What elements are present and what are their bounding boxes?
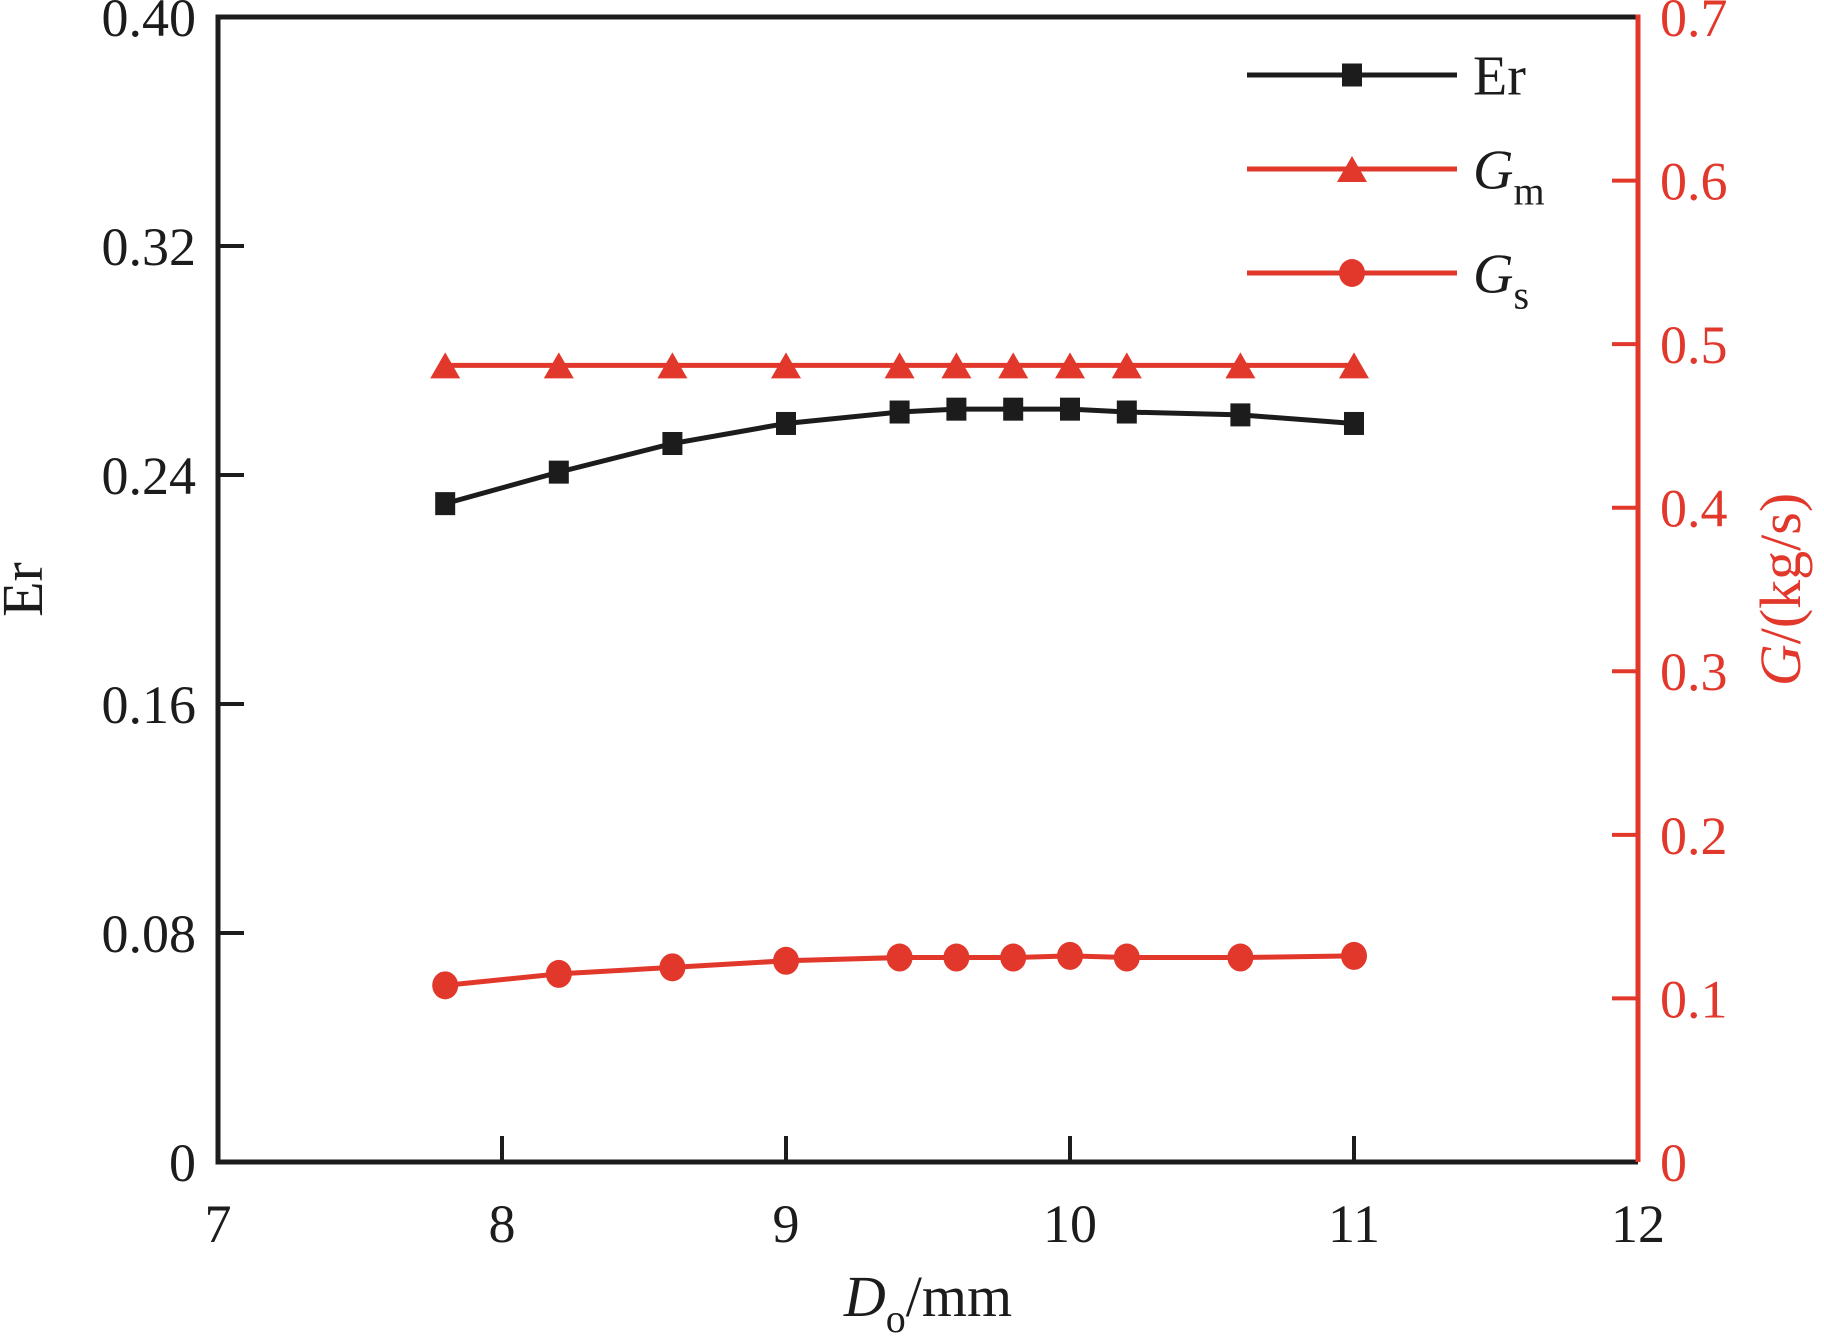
series-Er-marker-square: [946, 397, 967, 421]
series-Er-marker-square: [889, 400, 910, 424]
series-Er-marker-square: [435, 492, 456, 516]
legend-label-Gm: Gm: [1473, 140, 1545, 214]
left-axis-tick-label: 0.24: [102, 446, 197, 506]
x-axis-tick-label: 10: [1043, 1194, 1097, 1254]
legend-label-Er: Er: [1473, 46, 1526, 108]
series-Gm-marker-triangle: [1055, 352, 1085, 379]
right-axis-tick-label: 0: [1660, 1133, 1687, 1193]
legend-entry-Er: Er: [1247, 46, 1526, 108]
left-axis-tick-label: 0.40: [102, 0, 197, 48]
left-axis-tick-label: 0: [169, 1133, 196, 1193]
legend-label-Gs: Gs: [1473, 244, 1529, 318]
series-Er-marker-square: [1230, 403, 1251, 427]
series-Er-marker-square: [1060, 397, 1080, 421]
left-axis-tick-label: 0.32: [102, 217, 197, 277]
legend-entry-Gm: Gm: [1247, 140, 1545, 214]
series-Gm-marker-triangle: [1111, 352, 1142, 379]
left-axis-tick-label: 0.16: [102, 675, 197, 735]
series-Gs-marker-circle: [773, 946, 799, 975]
series-Gs-marker-circle: [1227, 943, 1254, 972]
right-axis-tick-label: 0.1: [1660, 969, 1728, 1029]
series-Gs-marker-circle: [659, 953, 686, 982]
series-Gm-marker-triangle: [941, 352, 972, 379]
series-Gs-marker-circle: [943, 943, 970, 972]
right-axis-title: G/(kg/s): [1748, 493, 1813, 686]
x-axis-title: Do/mm: [843, 1264, 1012, 1338]
series-Er-marker-square: [662, 432, 683, 456]
series-Er-marker-square: [548, 460, 569, 484]
series-Gm-marker-triangle: [998, 352, 1029, 379]
right-axis-tick-label: 0.6: [1660, 151, 1728, 211]
series-Gs-marker-circle: [432, 971, 459, 1000]
series-Gm: [430, 352, 1369, 379]
right-axis-tick-label: 0.5: [1660, 315, 1728, 375]
series-Gs: [432, 941, 1367, 1000]
series-Er-marker-square: [1003, 397, 1024, 421]
series-Gs-marker-circle: [886, 943, 913, 972]
legend-entry-Gs: Gs: [1247, 244, 1529, 318]
x-axis-tick-label: 8: [489, 1194, 516, 1254]
series-Gm-marker-triangle: [543, 352, 574, 379]
legend-marker-triangle: [1337, 156, 1367, 182]
x-axis-tick-label: 9: [773, 1194, 800, 1254]
left-axis-tick-label: 0.08: [102, 904, 197, 964]
series-Gs-marker-circle: [1113, 943, 1140, 972]
series-Gm-marker-triangle: [1225, 352, 1256, 379]
legend-marker-circle: [1339, 259, 1365, 287]
x-axis-tick-label: 12: [1611, 1194, 1665, 1254]
series-Gm-marker-triangle: [771, 352, 801, 379]
series-Er-marker-square: [776, 411, 796, 435]
series-Gs-marker-circle: [1057, 941, 1083, 970]
legend: Er Gm Gs: [1247, 46, 1545, 318]
series-Gm-marker-triangle: [1339, 352, 1369, 379]
series-Gm-marker-triangle: [657, 352, 688, 379]
series-Gm-marker-triangle: [430, 352, 461, 379]
right-axis-tick-label: 0.3: [1660, 642, 1728, 702]
series-Gm-marker-triangle: [884, 352, 915, 379]
left-axis-title: Er: [0, 562, 55, 617]
x-axis-tick-label: 7: [205, 1194, 232, 1254]
legend-marker-square: [1342, 63, 1362, 87]
series-Gs-marker-circle: [1000, 943, 1027, 972]
right-axis-tick-label: 0.7: [1660, 0, 1728, 48]
series-Er-marker-square: [1344, 411, 1364, 435]
series-Er: [435, 397, 1364, 516]
series-Gs-marker-circle: [1341, 941, 1367, 970]
right-axis-tick-label: 0.4: [1660, 479, 1728, 539]
x-axis-tick-label: 11: [1328, 1194, 1380, 1254]
series-Er-marker-square: [1116, 400, 1137, 424]
right-axis-tick-label: 0.2: [1660, 806, 1728, 866]
series-Gs-marker-circle: [545, 959, 572, 988]
axes: 0 0.08 0.16 0.24 0.32 0.40 0 0.1 0.2 0.3 0.4 0.5 0.6…: [102, 0, 1728, 1254]
